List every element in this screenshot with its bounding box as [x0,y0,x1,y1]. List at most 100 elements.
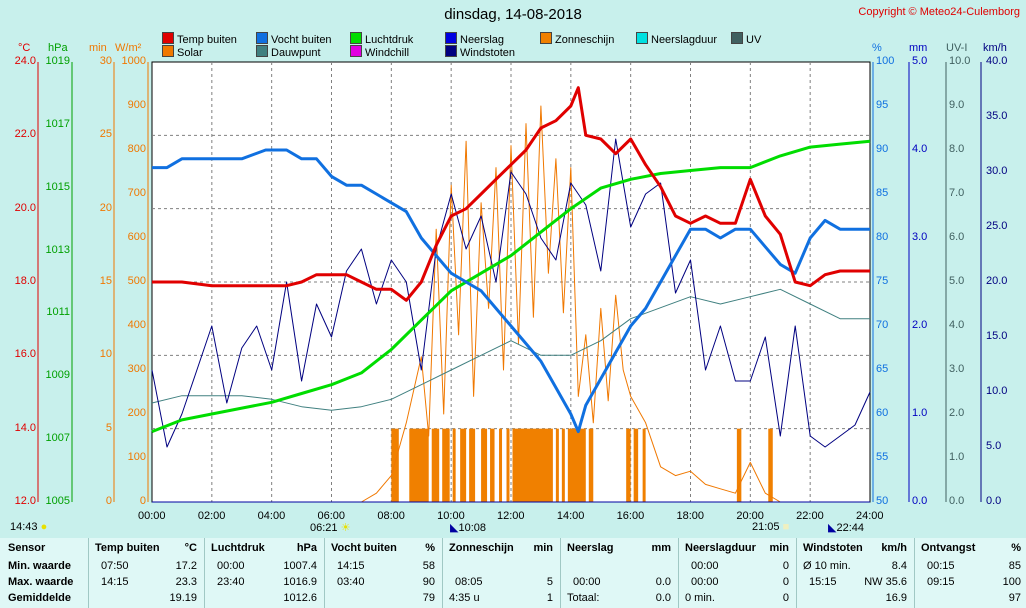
y-tick-label: 50 [876,495,889,507]
chart-lines [151,86,871,503]
stats-unit: km/h [881,542,907,554]
y-tick-label: 8.0 [949,143,965,155]
y-tick-label: 0.0 [912,495,928,507]
sunshine-bar [442,428,450,502]
y-tick-label: 35.0 [986,110,1008,122]
legend-label: Neerslagduur [651,34,718,46]
y-tick-label: 1017 [45,117,70,130]
noon-label: ◣10:08 [450,521,486,534]
y-tick-label: 10 [99,348,112,361]
sunrise-icon: ☀ [340,522,351,534]
stats-cell: 1 [546,592,553,604]
stats-temp-col: Temp buiten °C 07:50 17.2 14:15 23.3 19.19 [88,538,203,608]
weather-chart [37,61,982,503]
legend-label: Dauwpunt [271,47,321,59]
y-tick-label: 12.0 [14,495,36,507]
y-tick-label: 5.0 [986,440,1002,452]
stats-cell: 03:40 [337,576,365,588]
stats-cell: 0.0 [655,576,671,588]
y-tick-label: 700 [127,187,146,199]
sunset-label: 21:05 ■ [752,521,789,533]
series-line-luchtdruk [151,139,871,433]
stats-cell: 00:00 [691,576,719,588]
stats-cell: 14:15 [101,576,129,588]
legend: Temp buiten Solar Vocht buiten Dauwpunt … [0,32,1026,60]
y-tick-label: 15 [99,275,112,287]
stats-wind-col: Windstoten km/h Ø 10 min. 8.4 15:15 NW 35.… [796,538,913,608]
chart-title: dinsdag, 14-08-2018 [444,6,582,23]
stats-pressure-col: Luchtdruk hPa 00:00 1007.4 23:40 1016.9 10… [204,538,323,608]
stats-unit: min [533,542,553,554]
x-tick-label: 02:00 [197,510,226,522]
moon-label: ◣22:44 [828,521,864,534]
y-tick-label: 2.0 [949,407,965,419]
stats-header: Neerslagduur [685,542,756,554]
sunshine-bar [642,428,646,502]
y-tick-label: 95 [876,99,889,111]
row-label-min: Min. waarde [8,560,71,572]
legend-label: Luchtdruk [365,34,414,46]
copyright: Copyright © Meteo24-Culemborg [858,6,1020,18]
series-line-temp-buiten [152,86,870,302]
stats-cell: 0 [782,560,789,572]
x-tick-label: 04:00 [257,510,286,522]
series-line-vocht-buiten [152,148,870,434]
y-tick-label: 1.0 [949,451,965,463]
y-tick-label: 0.0 [949,495,965,507]
stats-cell: 23.3 [175,576,197,588]
stats-header: Luchtdruk [211,542,265,554]
y-tick-label: 16.0 [14,348,36,361]
stats-cell: 0.0 [655,592,671,604]
sunshine-bar [490,428,495,502]
y-tick-label: 40.0 [986,55,1008,67]
stats-sensor-col: Sensor Min. waarde Max. waarde Gemiddeld… [0,538,86,608]
moon-icon: ◣ [450,522,459,534]
stats-cell: Ø 10 min. [803,560,851,572]
stats-cell: 1012.6 [283,592,317,604]
y-tick-label: 22.0 [14,128,36,141]
y-tick-label: 30.0 [986,165,1008,177]
stats-cell: 09:15 [927,576,955,588]
y-tick-label: 400 [127,319,146,331]
sunshine-bar [626,428,631,502]
y-tick-label: 4.0 [912,143,928,155]
stats-cell: 90 [422,576,435,588]
y-tick-label: 0.0 [986,495,1002,507]
legend-label: Neerslag [460,34,505,46]
minutes-axis-unit: min [89,42,107,54]
legend-uv: UV [731,32,762,46]
stats-cell: 97 [1008,592,1021,604]
legend-label: Solar [177,47,203,59]
stats-unit: mm [651,542,671,554]
y-tick-label: 1.0 [912,407,928,419]
stats-cell: 23:40 [217,576,245,588]
series-line-windstoten [151,138,871,448]
stats-cell: 16.9 [885,592,907,604]
x-tick-label: 22:00 [796,510,824,522]
y-tick-label: 800 [127,143,146,155]
y-tick-label: 1013 [45,243,70,256]
legend-rain: Neerslag [445,32,505,46]
rain-axis-unit: mm [909,42,928,54]
legend-swatch [636,32,648,44]
y-tick-label: 55 [876,451,889,463]
y-tick-label: 75 [876,275,889,287]
stats-cell: 79 [422,592,435,604]
stats-header: Ontvangst [921,542,976,554]
legend-swatch [445,45,457,57]
y-tick-label: 80 [876,231,889,243]
stats-header: Temp buiten [95,542,160,554]
y-tick-label: 2.0 [912,319,928,331]
y-tick-label: 6.0 [949,231,965,243]
sunshine-bar [633,428,639,502]
stats-cell: 100 [1002,576,1021,588]
legend-label: Vocht buiten [271,34,332,46]
stats-header: Sensor [8,542,46,554]
stats-cell: 07:50 [101,560,129,572]
moon-icon: ◣ [828,522,837,534]
x-tick-label: 12:00 [497,510,525,522]
y-tick-label: 14.0 [14,421,36,434]
y-tick-label: 5 [105,421,112,434]
legend-label: UV [746,34,762,46]
stats-unit: % [1011,542,1021,554]
